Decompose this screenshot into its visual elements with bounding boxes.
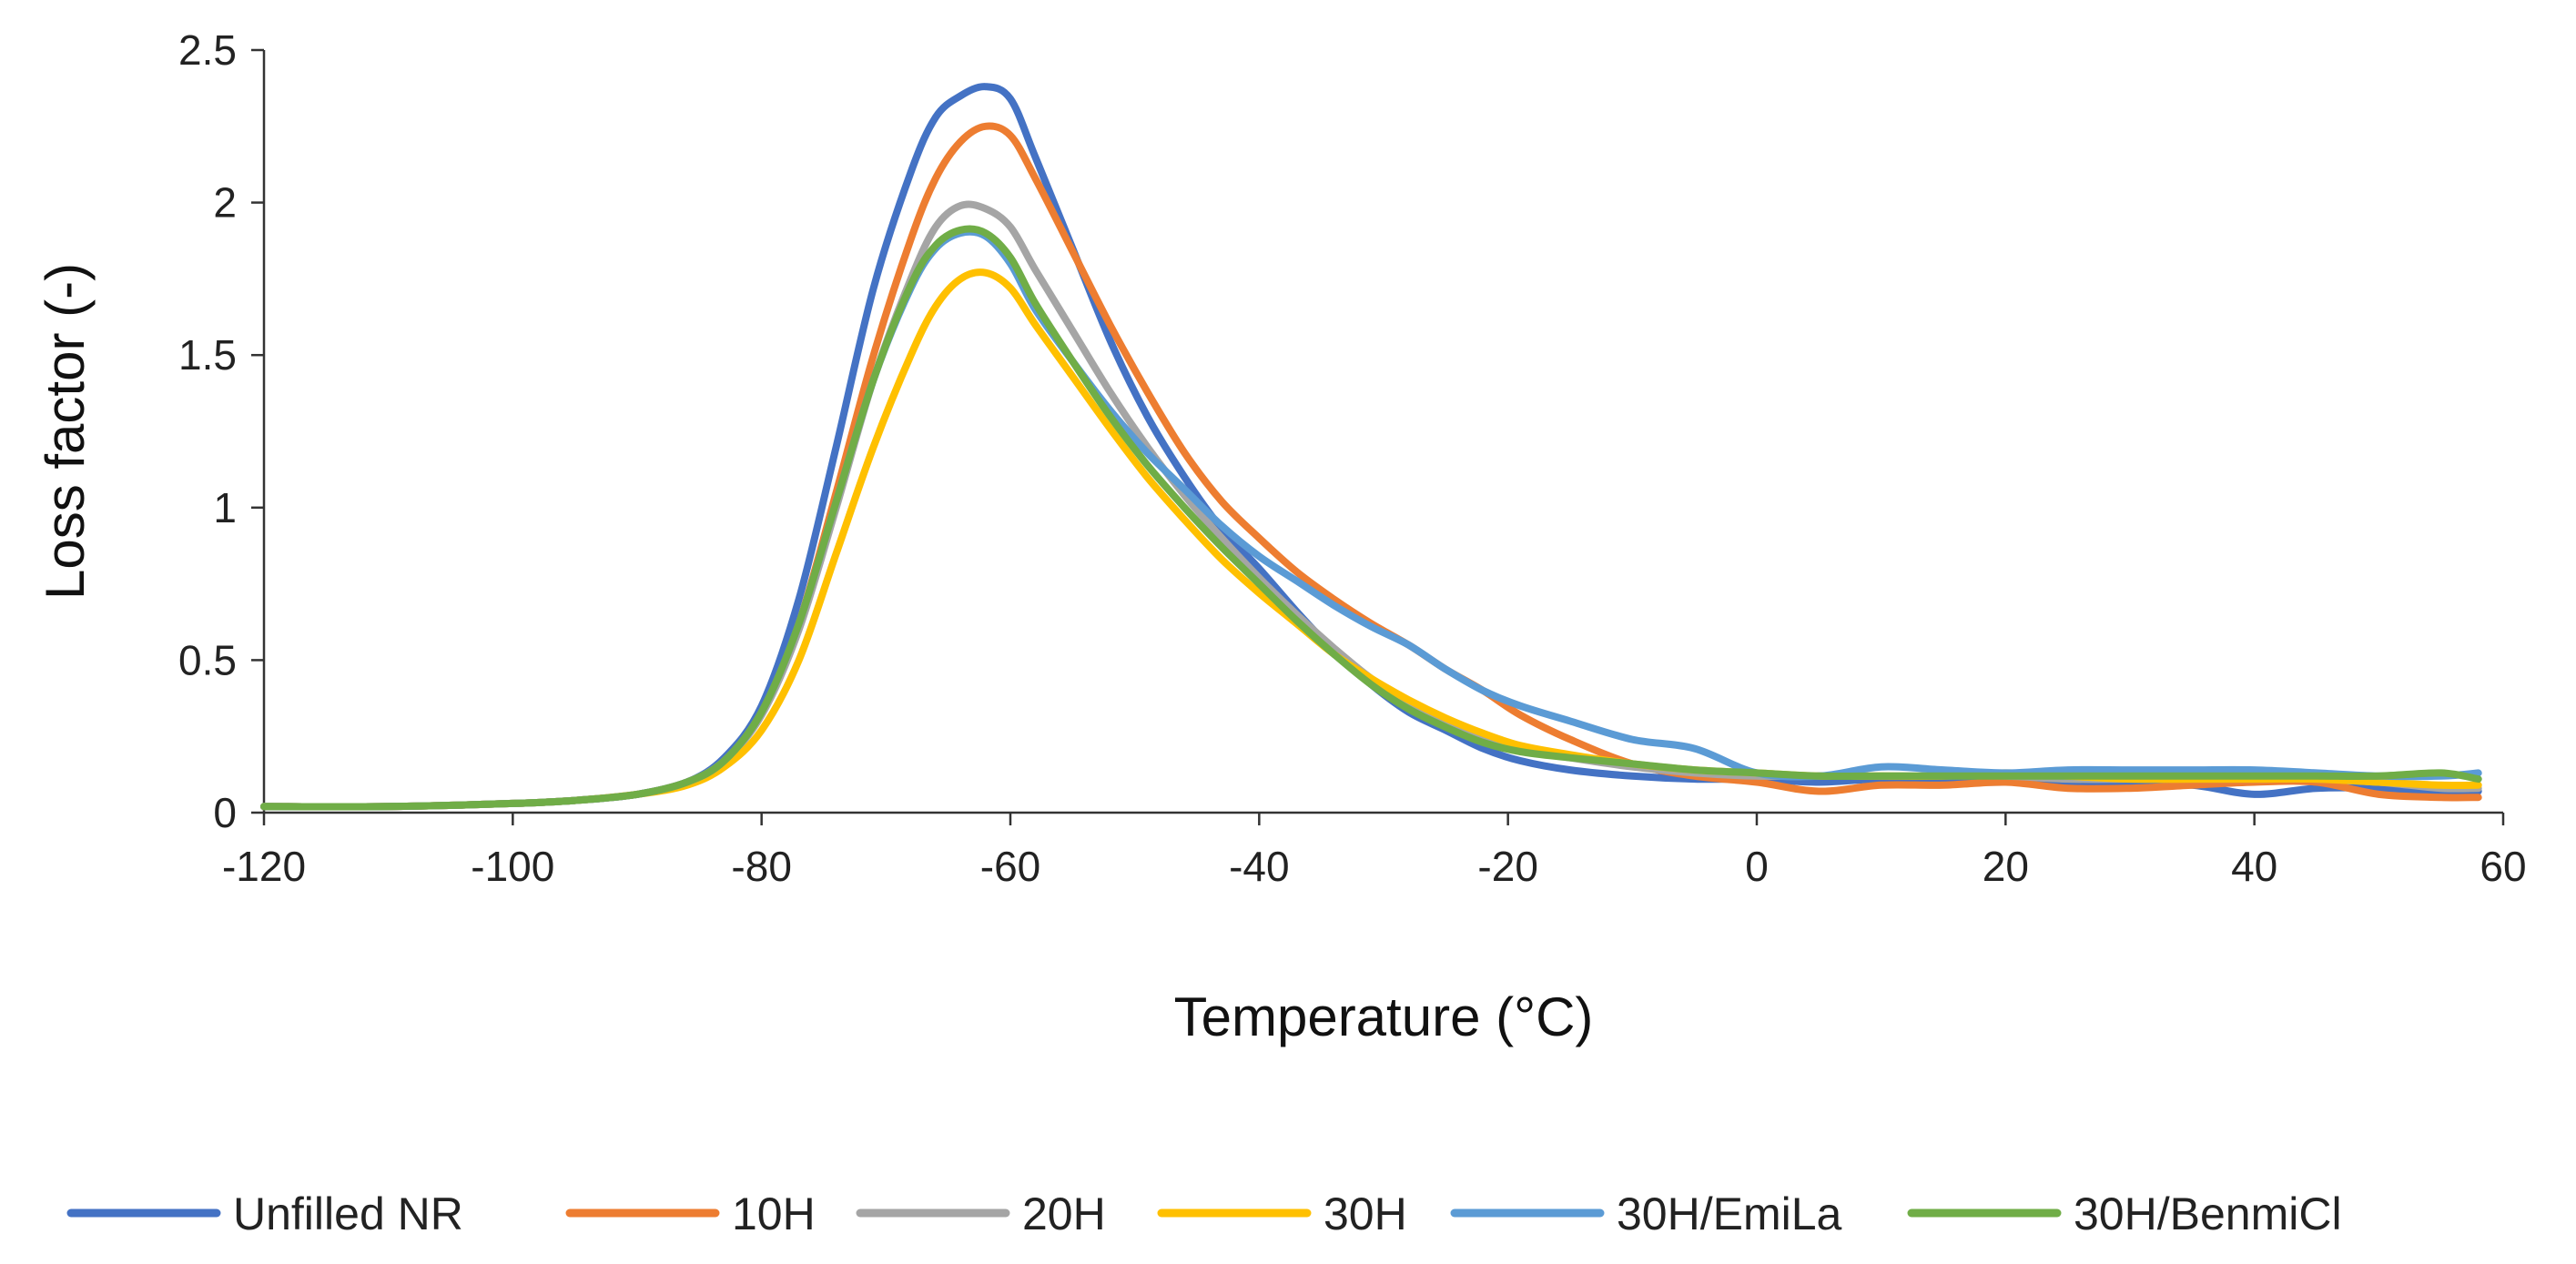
series-line-30h-emila [260,228,2482,811]
legend-label: 30H/BenmiCl [2074,1188,2342,1239]
legend-label: Unfilled NR [233,1188,463,1239]
x-tick-label: -60 [980,843,1040,890]
x-tick-label: 60 [2480,843,2526,890]
x-tick-label: -100 [471,843,554,890]
series-line-10h [260,122,2482,811]
legend-label: 30H [1323,1188,1407,1239]
x-tick-label: 0 [1745,843,1769,890]
series-line-20h [260,200,2482,811]
y-tick-label: 0 [213,789,237,836]
y-tick-label: 1.5 [178,331,237,379]
series-line-30h-benmicl [260,225,2482,811]
y-tick-label: 1 [213,484,237,531]
y-tick-label: 0.5 [178,636,237,683]
legend-label: 10H [732,1188,816,1239]
series-line-30h [260,268,2482,811]
y-tick-label: 2 [213,179,237,227]
legend-label: 20H [1022,1188,1106,1239]
x-axis-title: Temperature (°C) [1174,986,1594,1047]
x-tick-label: 20 [1983,843,2029,890]
x-tick-label: -40 [1229,843,1289,890]
legend-label: 30H/EmiLa [1617,1188,1842,1239]
x-tick-label: -80 [731,843,791,890]
series-group [260,83,2482,811]
legend: Unfilled NR 10H 20H 30H 30H/EmiLa 30H/BenmiCl [66,1188,2342,1239]
x-tick-label: -120 [222,843,306,890]
y-axis-title: Loss factor (-) [35,263,96,600]
x-tick-label: 40 [2231,843,2277,890]
axes: -120 -100 -80 -60 -40 -20 0 20 40 60 0 0.5 1 1.5 2 2.5 [178,26,2527,890]
y-tick-label: 2.5 [178,26,237,74]
series-line-unfilled-nr [260,83,2482,811]
x-tick-label: -20 [1477,843,1537,890]
